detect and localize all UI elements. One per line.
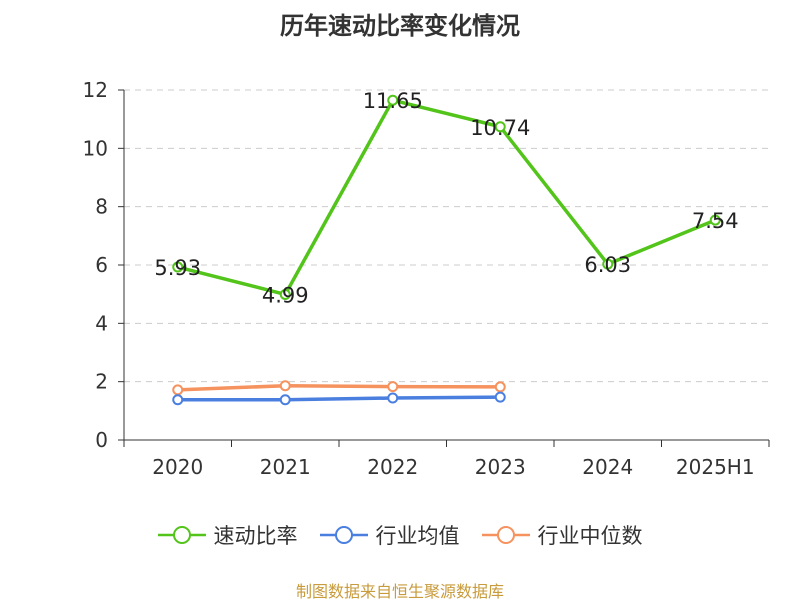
legend-marker-icon (157, 526, 206, 544)
data-point (279, 288, 291, 300)
legend-item[interactable]: 速动比率 (157, 520, 298, 550)
gridlines (124, 89, 769, 383)
series (172, 94, 721, 406)
legend-label: 速动比率 (213, 524, 298, 548)
data-point (387, 381, 399, 393)
data-label: 6.03 (584, 253, 631, 277)
data-point (494, 381, 506, 393)
data-labels: 5.93 4.99 11.65 10.74 6.03 7.54 (154, 89, 738, 307)
data-label: 7.54 (692, 209, 739, 233)
data-label: 5.93 (154, 256, 201, 280)
y-tick-label: 8 (95, 195, 108, 219)
series-line (177, 384, 501, 392)
y-tick-label: 10 (83, 136, 108, 160)
data-label: 4.99 (262, 283, 309, 307)
x-tick-label: 2021 (260, 455, 311, 479)
series-line (177, 98, 716, 297)
series-line (177, 395, 501, 402)
x-tick-label: 2024 (582, 455, 633, 479)
y-tick-label: 0 (95, 428, 108, 452)
legend-item[interactable]: 行业中位数 (481, 520, 643, 550)
legend-label: 行业均值 (375, 524, 460, 548)
y-tick-label: 4 (95, 311, 108, 335)
x-tick-label: 2023 (475, 455, 526, 479)
chart-title: 历年速动比率变化情况 (280, 12, 520, 40)
data-point (494, 121, 506, 133)
data-point (709, 214, 721, 226)
source-note: 制图数据来自恒生聚源数据库 (295, 582, 504, 601)
y-tick-label: 12 (83, 78, 108, 102)
axes: 0 2 4 6 8 10 12 2020 2021 2022 2023 2024 2025H1 (83, 78, 770, 479)
x-tick-label: 2022 (367, 455, 418, 479)
legend-dot (172, 526, 191, 544)
data-point (387, 94, 399, 106)
legend-marker-icon (481, 526, 530, 544)
data-point (279, 394, 291, 406)
data-point (602, 258, 614, 270)
data-label: 10.74 (470, 116, 530, 140)
data-point (387, 392, 399, 404)
legend-marker-icon (319, 526, 368, 544)
x-tick-label: 2020 (152, 455, 203, 479)
data-point (279, 380, 291, 392)
data-point (494, 391, 506, 403)
x-tick-label: 2025H1 (676, 455, 755, 479)
y-tick-label: 2 (95, 370, 108, 394)
legend-dot (334, 526, 353, 544)
data-point (172, 394, 184, 406)
legend: 速动比率 行业均值 行业中位数 (0, 520, 800, 550)
legend-label: 行业中位数 (537, 524, 643, 548)
data-point (172, 384, 184, 396)
legend-dot (496, 526, 515, 544)
data-point (172, 261, 184, 273)
y-tick-label: 6 (95, 253, 108, 277)
legend-item[interactable]: 行业均值 (319, 520, 460, 550)
data-label: 11.65 (363, 89, 423, 113)
